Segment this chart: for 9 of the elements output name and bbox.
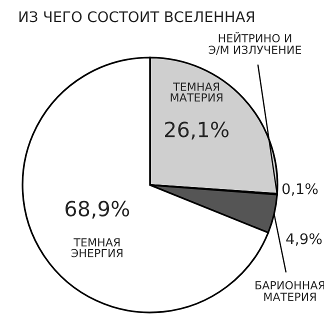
data-label: 26,1% — [165, 122, 229, 140]
data-label: 68,9% — [66, 200, 130, 219]
slice-label: ТЕМНАЯ МАТЕРИЯ — [170, 82, 222, 102]
slice-label: НЕЙТРИНО И Э/М ИЗЛУЧЕНИЕ — [208, 32, 302, 55]
slice-label: БАРИОННАЯ МАТЕРИЯ — [256, 281, 324, 301]
data-label: 4,9% — [286, 233, 322, 246]
chart-title: ИЗ ЧЕГО СОСТОИТ ВСЕЛЕННАЯ — [19, 11, 254, 22]
slice-label: ТЕМНАЯ ЭНЕРГИЯ — [71, 238, 122, 258]
data-label: 0,1% — [282, 183, 318, 196]
